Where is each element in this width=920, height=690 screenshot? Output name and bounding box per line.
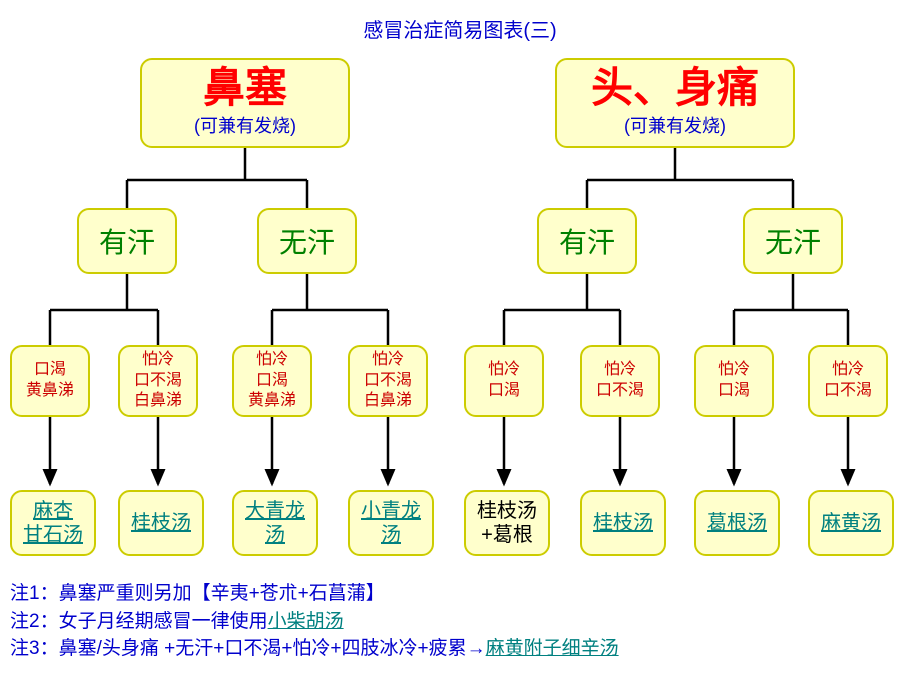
remedy-text-0: 麻杏甘石汤: [23, 499, 83, 547]
mid-node-2: 有汗: [537, 208, 637, 274]
note-2: 注2：女子月经期感冒一律使用小柴胡汤: [10, 608, 619, 636]
mid-node-3: 无汗: [743, 208, 843, 274]
symptom-text-4: 怕冷口渴: [488, 360, 520, 402]
note-2-text: 注2：女子月经期感冒一律使用: [10, 611, 268, 632]
page-title: 感冒治症简易图表(三): [0, 0, 920, 43]
symptom-node-6: 怕冷口渴: [694, 345, 774, 417]
symptom-node-7: 怕冷口不渴: [808, 345, 888, 417]
note-1: 注1：鼻塞严重则另加【辛夷+苍朮+石菖蒲】: [10, 580, 619, 608]
remedy-text-7: 麻黄汤: [821, 511, 881, 535]
note-3: 注3：鼻塞/头身痛 +无汗+口不渴+怕冷+四肢冰冷+疲累→麻黄附子细辛汤: [10, 635, 619, 663]
symptom-node-5: 怕冷口不渴: [580, 345, 660, 417]
mid-label-1: 无汗: [279, 221, 335, 261]
symptom-text-2: 怕冷口渴黄鼻涕: [248, 350, 296, 412]
remedy-node-5[interactable]: 桂枝汤: [580, 490, 666, 556]
remedy-node-3[interactable]: 小青龙汤: [348, 490, 434, 556]
symptom-text-6: 怕冷口渴: [718, 360, 750, 402]
footnotes: 注1：鼻塞严重则另加【辛夷+苍朮+石菖蒲】 注2：女子月经期感冒一律使用小柴胡汤…: [10, 580, 619, 663]
root-title-0: 鼻塞: [203, 68, 287, 110]
mid-label-3: 无汗: [765, 221, 821, 261]
remedy-text-6: 葛根汤: [707, 511, 767, 535]
remedy-text-3: 小青龙汤: [361, 499, 421, 547]
root-node-toushentong: 头、身痛 (可兼有发烧): [555, 58, 795, 148]
mid-node-1: 无汗: [257, 208, 357, 274]
remedy-text-2: 大青龙汤: [245, 499, 305, 547]
symptom-node-4: 怕冷口渴: [464, 345, 544, 417]
symptom-text-0: 口渴黄鼻涕: [26, 360, 74, 402]
remedy-node-1[interactable]: 桂枝汤: [118, 490, 204, 556]
symptom-node-2: 怕冷口渴黄鼻涕: [232, 345, 312, 417]
symptom-text-3: 怕冷口不渴白鼻涕: [364, 350, 412, 412]
remedy-text-5: 桂枝汤: [593, 511, 653, 535]
remedy-node-2[interactable]: 大青龙汤: [232, 490, 318, 556]
remedy-node-0[interactable]: 麻杏甘石汤: [10, 490, 96, 556]
symptom-node-3: 怕冷口不渴白鼻涕: [348, 345, 428, 417]
note-3-link[interactable]: 麻黄附子细辛汤: [486, 638, 619, 659]
root-node-bisai: 鼻塞 (可兼有发烧): [140, 58, 350, 148]
symptom-node-1: 怕冷口不渴白鼻涕: [118, 345, 198, 417]
remedy-node-6[interactable]: 葛根汤: [694, 490, 780, 556]
mid-label-2: 有汗: [559, 221, 615, 261]
remedy-node-4: 桂枝汤+葛根: [464, 490, 550, 556]
remedy-text-1: 桂枝汤: [131, 511, 191, 535]
symptom-text-7: 怕冷口不渴: [824, 360, 872, 402]
symptom-text-5: 怕冷口不渴: [596, 360, 644, 402]
mid-label-0: 有汗: [99, 221, 155, 261]
note-2-link[interactable]: 小柴胡汤: [268, 611, 344, 632]
mid-node-0: 有汗: [77, 208, 177, 274]
symptom-text-1: 怕冷口不渴白鼻涕: [134, 350, 182, 412]
symptom-node-0: 口渴黄鼻涕: [10, 345, 90, 417]
root-subtitle-1: (可兼有发烧): [624, 112, 726, 138]
root-subtitle-0: (可兼有发烧): [194, 112, 296, 138]
note-3-text: 注3：鼻塞/头身痛 +无汗+口不渴+怕冷+四肢冰冷+疲累→: [10, 638, 486, 659]
remedy-node-7[interactable]: 麻黄汤: [808, 490, 894, 556]
root-title-1: 头、身痛: [591, 68, 759, 110]
remedy-text-4: 桂枝汤+葛根: [477, 499, 537, 547]
